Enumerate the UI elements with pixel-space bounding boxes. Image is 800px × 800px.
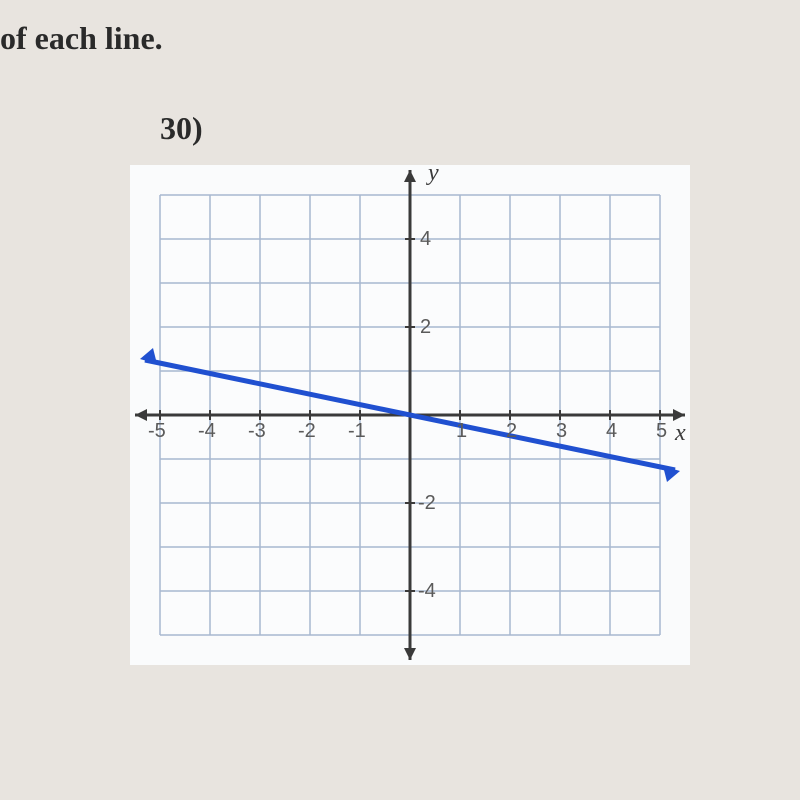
x-axis-arrow-left xyxy=(135,409,147,421)
coordinate-graph: y x -5 -4 -3 -2 -1 1 2 3 4 5 4 2 -2 -4 xyxy=(130,165,690,665)
y-tick-neg2: -2 xyxy=(418,492,436,515)
x-tick-3: 3 xyxy=(556,420,567,443)
x-tick-4: 4 xyxy=(606,420,617,443)
x-tick-neg3: -3 xyxy=(248,420,266,443)
x-axis-label: x xyxy=(675,420,686,447)
x-tick-neg5: -5 xyxy=(148,420,166,443)
x-tick-neg1: -1 xyxy=(348,420,366,443)
x-tick-neg2: -2 xyxy=(298,420,316,443)
x-tick-2: 2 xyxy=(506,420,517,443)
x-tick-5: 5 xyxy=(656,420,667,443)
y-tick-neg4: -4 xyxy=(418,580,436,603)
header-text: of each line. xyxy=(0,20,163,57)
y-axis-arrow-up xyxy=(404,170,416,182)
graph-svg xyxy=(130,165,690,665)
x-tick-1: 1 xyxy=(456,420,467,443)
y-tick-2: 2 xyxy=(420,316,431,339)
y-tick-4: 4 xyxy=(420,228,431,251)
x-tick-neg4: -4 xyxy=(198,420,216,443)
problem-number: 30) xyxy=(160,110,203,147)
y-axis-arrow-down xyxy=(404,648,416,660)
y-axis-label: y xyxy=(428,160,439,187)
